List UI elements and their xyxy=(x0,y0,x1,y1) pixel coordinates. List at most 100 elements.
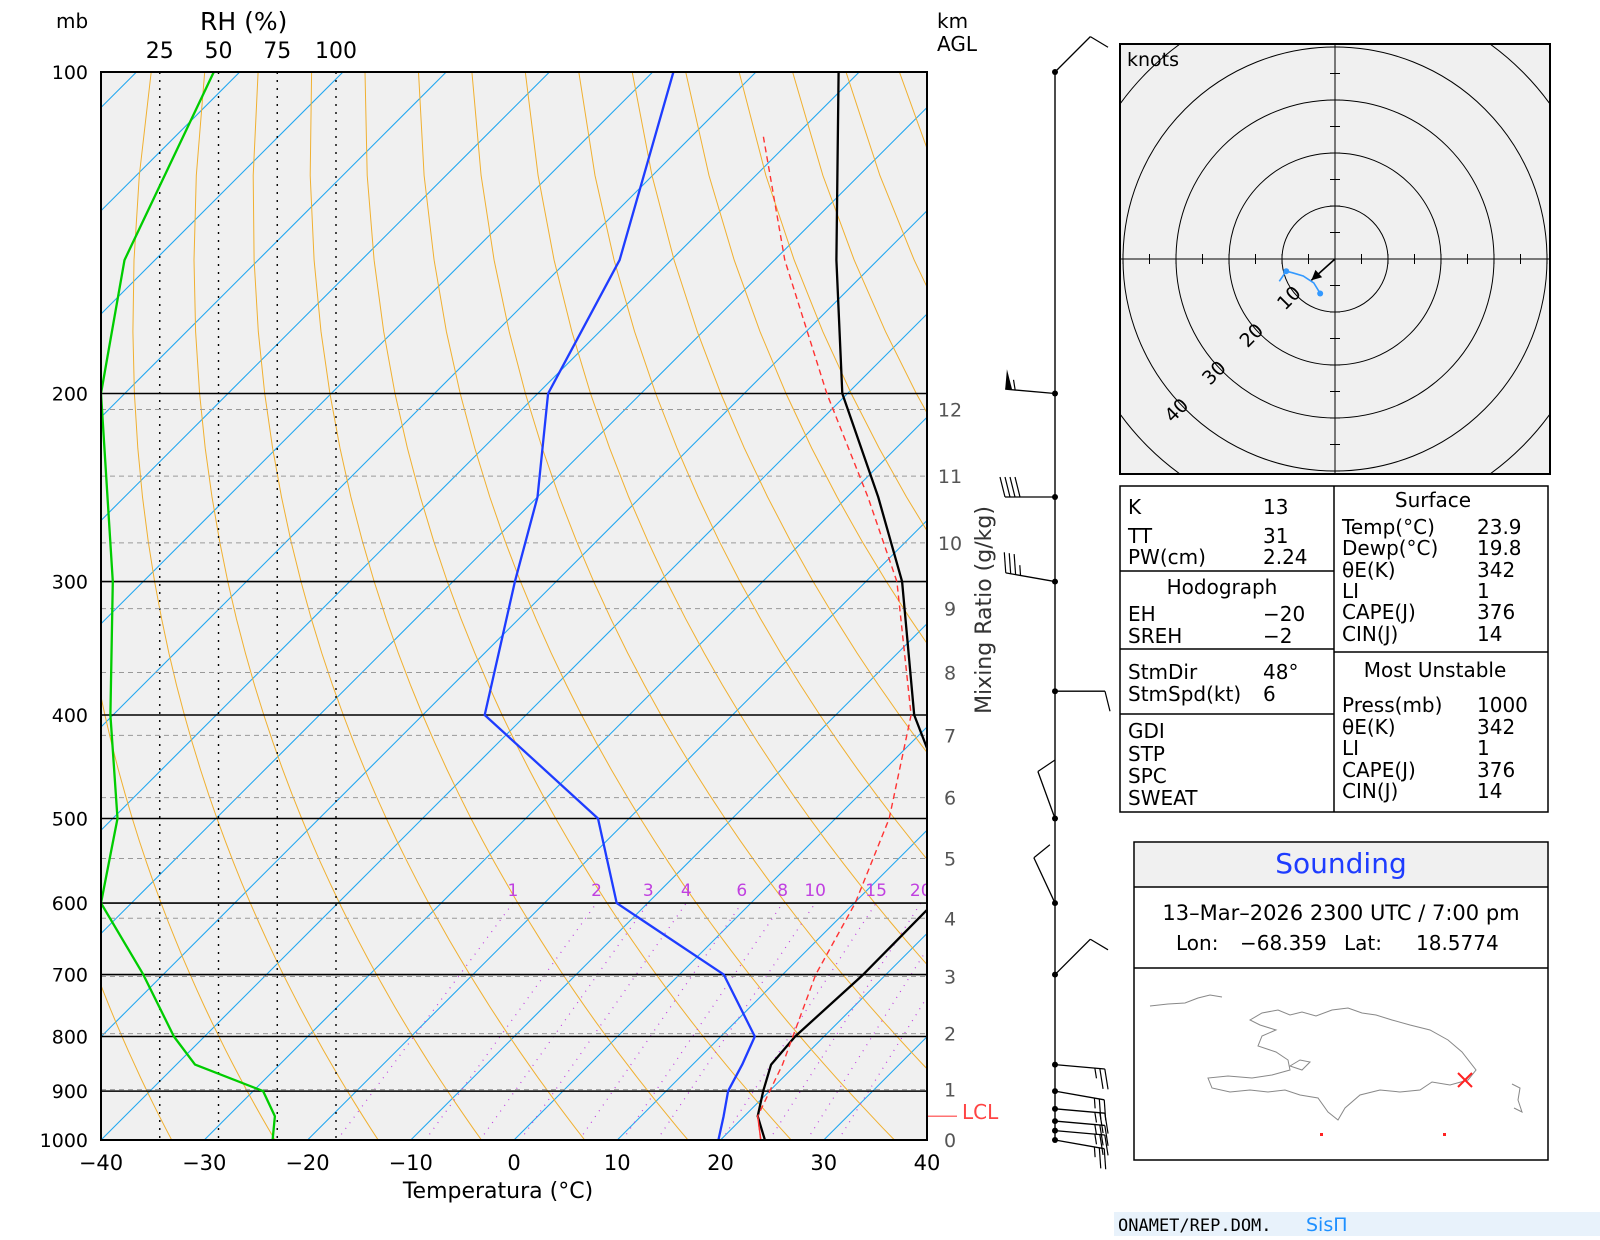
sounding-datetime: 13–Mar–2026 2300 UTC / 7:00 pm xyxy=(1162,901,1519,925)
rh-axis-label: RH (%) xyxy=(200,7,287,36)
height-tick-label: 10 xyxy=(938,533,962,555)
dry-adiabat-line xyxy=(1594,72,1600,1140)
x-axis-label: Temperatura (°C) xyxy=(402,1179,593,1204)
stmspd-value: 6 xyxy=(1263,682,1276,706)
height-tick-label: 5 xyxy=(944,848,956,870)
sreh-value: −2 xyxy=(1263,624,1292,648)
footer: ONAMET/REP.DOM. SisΠ xyxy=(1114,1212,1600,1236)
barb-half xyxy=(1094,1098,1095,1108)
barb-full xyxy=(1105,691,1110,711)
mixing-ratio-label: 1 xyxy=(507,881,518,901)
height-tick-label: 3 xyxy=(944,967,956,989)
barb-shaft xyxy=(1034,858,1055,903)
height-tick-label: 12 xyxy=(938,399,962,421)
lat-label: Lat: xyxy=(1344,931,1382,955)
eh-label: EH xyxy=(1128,602,1156,626)
barb-shaft xyxy=(1005,389,1055,393)
km-label: km xyxy=(937,9,968,33)
wind-barb xyxy=(1052,688,1110,711)
pressure-tick-label: 300 xyxy=(52,572,88,594)
barb-full xyxy=(1090,37,1108,48)
barb-shaft xyxy=(1055,1109,1105,1113)
hodograph-point xyxy=(1283,268,1289,274)
mixing-ratio-label: 30 xyxy=(975,881,997,901)
mixing-ratio-label: 3 xyxy=(643,881,654,901)
surface-row-label: CAPE(J) xyxy=(1342,600,1416,624)
pressure-tick-label: 200 xyxy=(52,384,88,406)
temperature-tick-label: 40 xyxy=(914,1151,941,1175)
agl-label: AGL xyxy=(937,32,978,56)
wind-barb xyxy=(1052,939,1108,977)
indices-panel: K 13 TT 31 PW(cm) 2.24 Hodograph EH −20 … xyxy=(1120,486,1548,812)
barb-half xyxy=(1095,1068,1097,1078)
mu-row-label: Press(mb) xyxy=(1342,693,1442,717)
wind-barb xyxy=(1052,1137,1106,1169)
barb-half xyxy=(1095,1112,1097,1122)
mixing-ratio-label: 4 xyxy=(681,881,692,901)
height-tick-label: 6 xyxy=(944,788,956,810)
wind-barb xyxy=(1052,1118,1108,1146)
lcl-label: LCL xyxy=(962,1100,999,1124)
temperature-tick-label: 10 xyxy=(604,1151,631,1175)
wind-barbs-column xyxy=(1000,37,1110,1170)
most-unstable-title: Most Unstable xyxy=(1364,658,1507,682)
pressure-unit-label: mb xyxy=(56,9,88,33)
barb-full xyxy=(1038,760,1055,772)
barb-half xyxy=(1095,1125,1097,1135)
mixing-ratio-label: 15 xyxy=(865,881,887,901)
height-tick-label: 2 xyxy=(944,1024,956,1046)
barb-half xyxy=(1020,565,1021,575)
pressure-tick-label: 1000 xyxy=(40,1130,88,1152)
stp-label: STP xyxy=(1128,742,1165,766)
lat-value: 18.5774 xyxy=(1416,931,1499,955)
pw-label: PW(cm) xyxy=(1128,545,1206,569)
sounding-info-panel: Sounding 13–Mar–2026 2300 UTC / 7:00 pm … xyxy=(1134,842,1548,1160)
barb-full xyxy=(1104,1149,1105,1170)
height-tick-label: 1 xyxy=(944,1080,956,1102)
mixing-ratio-label: 25 xyxy=(945,881,967,901)
k-label: K xyxy=(1128,495,1142,519)
sounding-frame xyxy=(1134,842,1548,1160)
height-tick-label: 11 xyxy=(938,466,962,488)
pressure-tick-label: 900 xyxy=(52,1081,88,1103)
pressure-tick-label: 500 xyxy=(52,808,88,830)
barb-full xyxy=(1104,1100,1105,1121)
mixing-ratio-axis-label: Mixing Ratio (g/kg) xyxy=(972,506,997,714)
barb-half xyxy=(1095,1134,1097,1144)
mu-row-label: CIN(J) xyxy=(1342,779,1398,803)
sreh-label: SREH xyxy=(1128,624,1182,648)
barb-shaft xyxy=(1055,1131,1105,1135)
barb-flag xyxy=(1005,369,1012,390)
pressure-tick-label: 700 xyxy=(52,965,88,987)
barb-full xyxy=(1090,939,1108,950)
height-tick-label: 8 xyxy=(944,663,956,685)
gdi-label: GDI xyxy=(1128,719,1165,743)
pressure-tick-label: 600 xyxy=(52,893,88,915)
lon-label: Lon: xyxy=(1176,931,1218,955)
map-dot xyxy=(1320,1133,1323,1136)
barb-full xyxy=(1009,553,1010,574)
barb-shaft xyxy=(1055,37,1090,72)
wind-barb xyxy=(1000,477,1058,500)
wind-barb xyxy=(1052,1088,1106,1120)
mu-row-value: 1 xyxy=(1477,736,1490,760)
temperature-tick-label: −20 xyxy=(285,1151,329,1175)
barb-full xyxy=(1005,477,1010,497)
surface-row-value: 376 xyxy=(1477,600,1515,624)
temperature-tick-label: −30 xyxy=(182,1151,226,1175)
surface-row-value: 14 xyxy=(1477,622,1502,646)
barb-full xyxy=(1000,477,1005,497)
surface-row-value: 19.8 xyxy=(1477,536,1522,560)
wind-barb xyxy=(1005,369,1058,396)
mixing-ratio-label: 8 xyxy=(777,881,788,901)
barb-full xyxy=(1004,552,1005,573)
barb-full xyxy=(1034,845,1050,858)
rh-tick-label: 25 xyxy=(146,39,174,64)
stmspd-label: StmSpd(kt) xyxy=(1128,682,1241,706)
barb-shaft xyxy=(1055,1091,1104,1100)
eh-value: −20 xyxy=(1263,602,1305,626)
pressure-tick-label: 800 xyxy=(52,1027,88,1049)
surface-title: Surface xyxy=(1395,488,1471,512)
